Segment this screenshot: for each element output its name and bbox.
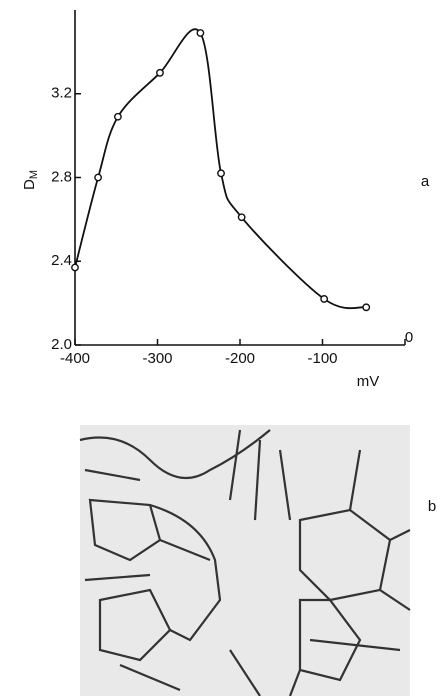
panel-label: b	[428, 498, 436, 515]
data-point	[362, 303, 371, 312]
y-tick-label: 2.8	[51, 168, 72, 185]
y-tick-label: 3.2	[51, 85, 72, 102]
curve	[74, 28, 367, 310]
x-tick-label: -200	[225, 350, 255, 367]
data-point	[196, 29, 205, 37]
micrograph	[79, 425, 411, 696]
x-tick-label: -300	[142, 350, 172, 367]
y-tick-label: 2.0	[51, 336, 72, 353]
data-point	[156, 68, 164, 77]
data-point	[71, 263, 79, 272]
x-tick-label: -100	[307, 350, 337, 367]
panel-label: a	[421, 173, 430, 190]
x-axis-label: mV	[357, 373, 380, 390]
y-axis-label: DM	[21, 170, 40, 190]
x-tick-label: -400	[60, 350, 90, 367]
data-point	[237, 213, 246, 222]
x-tick-label: 0	[405, 329, 413, 346]
data-point	[114, 112, 122, 121]
y-tick-label: 2.4	[51, 252, 72, 269]
data-point	[217, 169, 225, 178]
data-point	[94, 173, 103, 182]
data-point	[320, 295, 329, 303]
